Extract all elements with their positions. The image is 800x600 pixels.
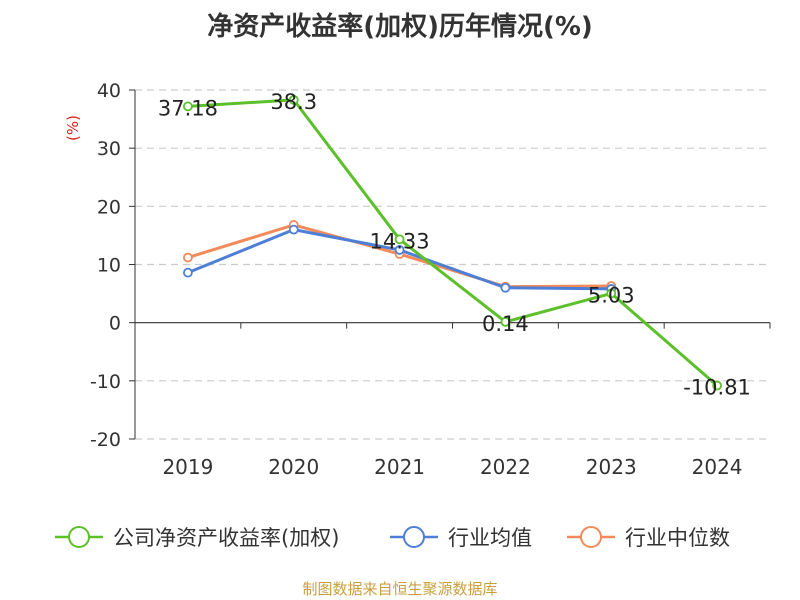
legend-label: 行业均值 [448,526,532,550]
x-tick-label: 2019 [162,455,213,479]
legend-swatch-marker [580,526,602,548]
data-point [183,101,193,112]
y-tick-label: -10 [90,371,121,393]
legend-swatch-marker [403,526,425,548]
data-point [500,316,511,327]
data-label: -10.81 [683,376,751,400]
x-tick-label: 2022 [480,455,531,479]
data-point [394,234,405,245]
data-point [183,267,193,278]
data-point [500,282,511,293]
data-label: 38.3 [270,90,317,114]
data-label: 37.18 [158,96,218,120]
y-tick-label: 10 [97,255,121,277]
y-tick-label: -20 [90,429,121,451]
legend-label: 行业中位数 [625,526,730,550]
y-axis-label: (%) [64,115,82,141]
y-tick-label: 20 [97,196,121,218]
legend-label: 公司净资产收益率(加权) [113,526,339,550]
x-tick-label: 2020 [268,455,319,479]
data-label: 5.03 [588,283,635,307]
data-point [606,288,617,299]
y-tick-label: 40 [97,80,121,102]
data-label: 0.14 [482,312,529,336]
data-source-note: 制图数据来自恒生聚源数据库 [302,580,498,598]
data-point [712,380,722,391]
x-tick-label: 2023 [586,455,637,479]
chart-title: 净资产收益率(加权)历年情况(%) [207,12,593,42]
x-tick-label: 2024 [692,455,743,479]
legend-swatch-marker [68,526,90,548]
data-label: 14.33 [370,229,430,253]
x-tick-label: 2021 [374,455,425,479]
data-point [183,252,193,263]
series-line [187,98,719,387]
y-tick-label: 30 [97,138,121,160]
y-tick-label: 0 [109,313,121,335]
data-point [394,245,405,255]
data-point [288,94,299,105]
data-point [288,224,299,235]
